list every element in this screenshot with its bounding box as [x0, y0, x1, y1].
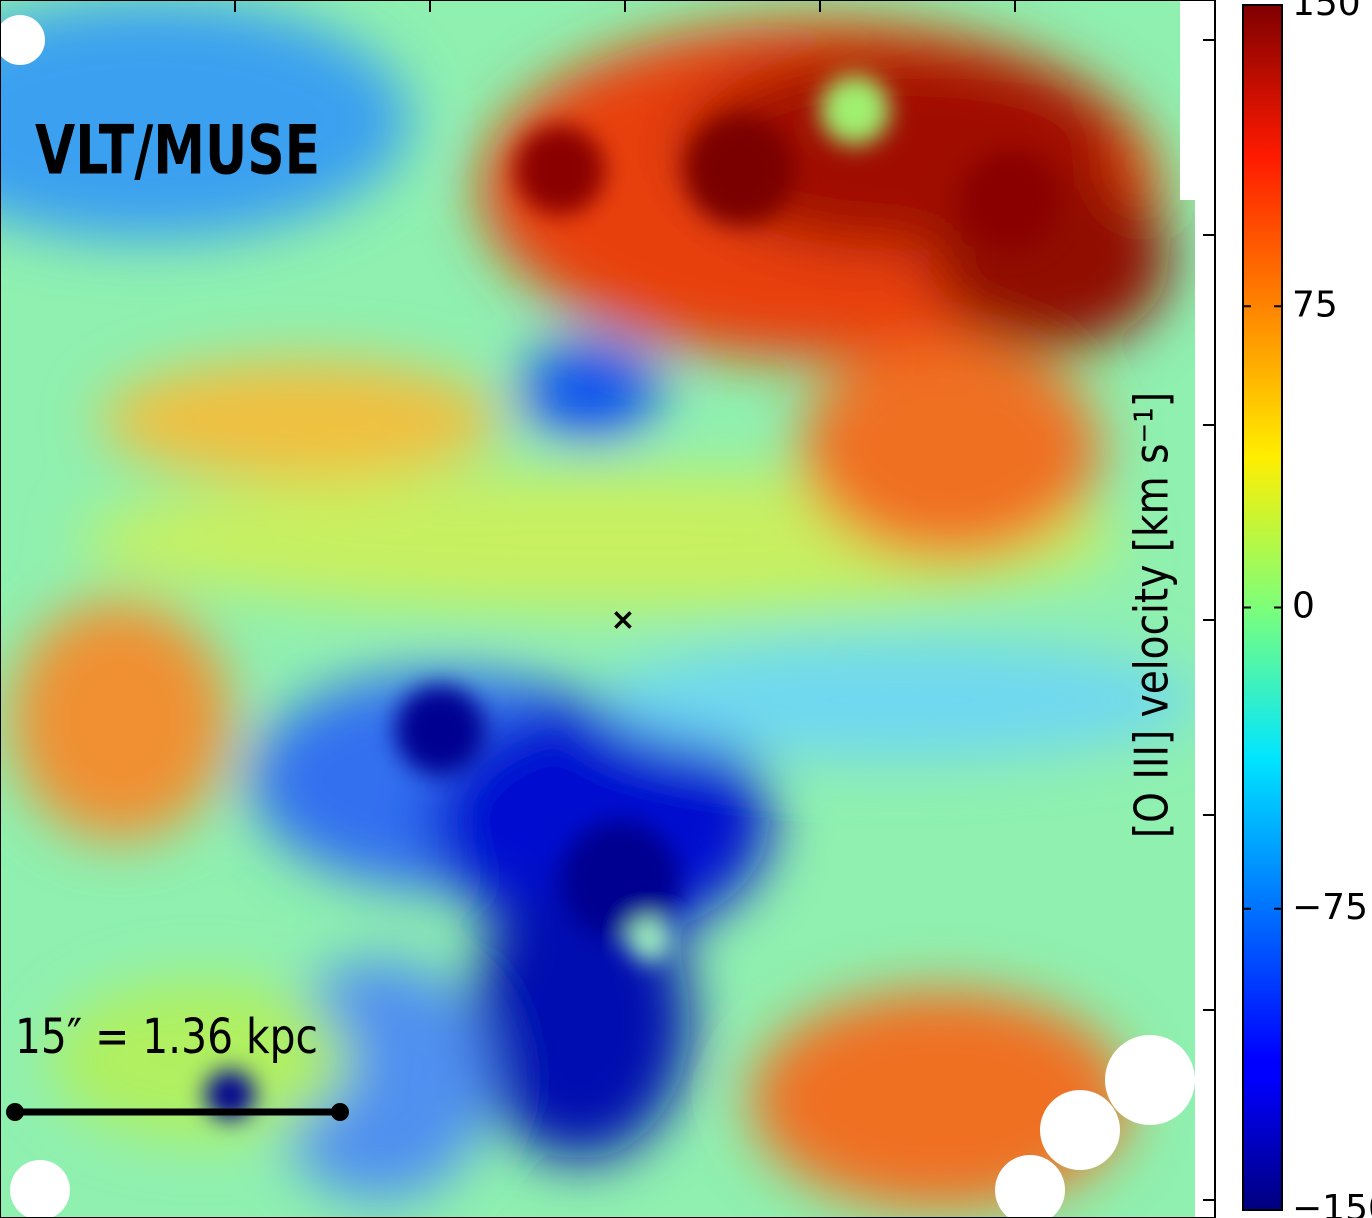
colorbar-tick-label: 75: [1292, 284, 1338, 325]
scale-bar-label: 15″ = 1.36 kpc: [15, 1009, 318, 1065]
colorbar-tick-label: −150: [1292, 1188, 1372, 1218]
colorbar-label: [O III] velocity [km s⁻¹]: [1125, 392, 1179, 838]
colorbar-tick-label: −75: [1292, 887, 1368, 928]
map-ticks: [234, 0, 1215, 1201]
colorbar-tick-label: 150: [1292, 0, 1361, 24]
velocity-map: [0, 0, 1215, 1218]
instrument-label: VLT/MUSE: [35, 110, 320, 190]
map-frame: [0, 0, 1216, 1218]
scale-bar: [6, 1103, 349, 1121]
colorbar-tick-label: 0: [1292, 586, 1315, 627]
center-marker: ×: [610, 603, 635, 638]
